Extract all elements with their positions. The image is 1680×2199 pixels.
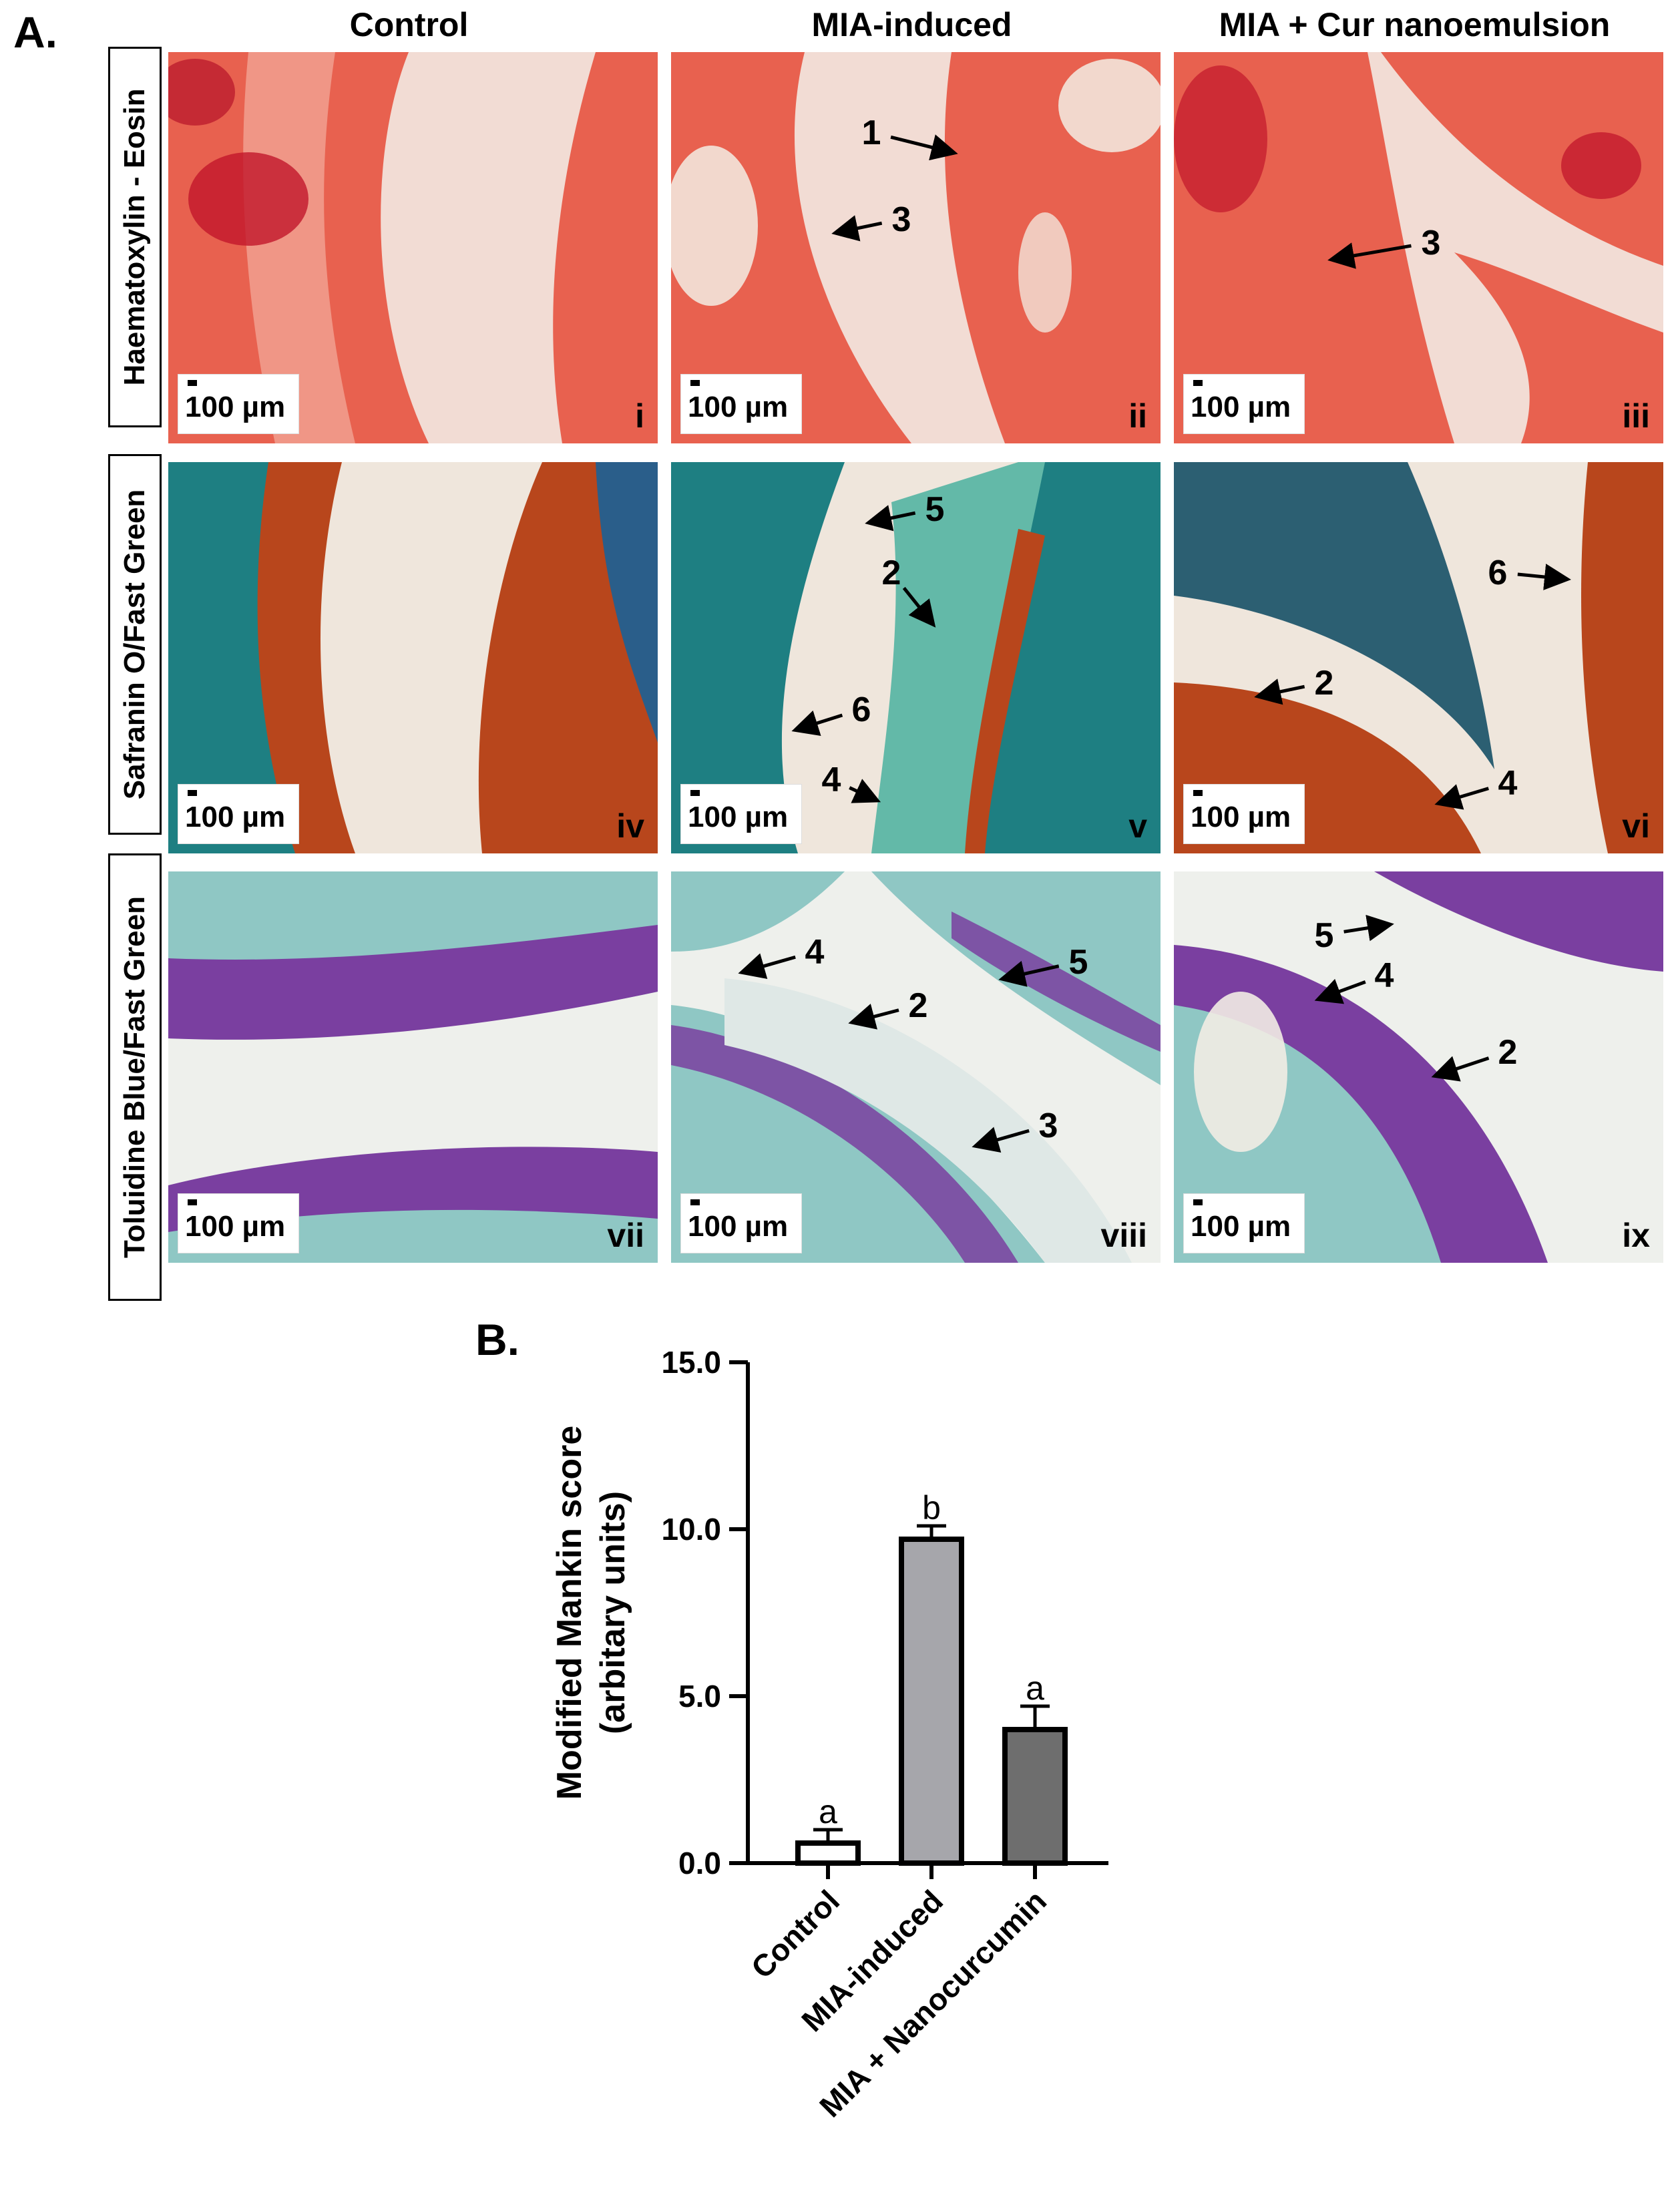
column-title-mia: MIA-induced bbox=[811, 6, 1012, 43]
micrograph-id: iv bbox=[616, 807, 644, 845]
row-label-safranin-text: Safranin O/Fast Green bbox=[118, 489, 151, 800]
micrograph-id: ii bbox=[1128, 397, 1147, 435]
micrograph-ii: 1 3 100 µm ii bbox=[671, 52, 1161, 443]
scale-bar bbox=[1193, 790, 1203, 796]
scale-bar-label: 100 µm bbox=[1191, 801, 1291, 833]
micrograph-i: 100 µm i bbox=[168, 52, 658, 443]
scale-bar bbox=[1193, 1199, 1203, 1205]
scale-bar bbox=[188, 790, 197, 796]
scale-bar-box: 100 µm bbox=[680, 374, 802, 434]
scale-bar-box: 100 µm bbox=[178, 374, 299, 434]
significance-label: a bbox=[819, 1793, 837, 1830]
scale-bar-box: 100 µm bbox=[680, 1193, 802, 1253]
y-tick-label: 15.0 bbox=[661, 1345, 721, 1380]
scale-bar-box: 100 µm bbox=[178, 784, 299, 844]
scale-bar-label: 100 µm bbox=[688, 1210, 789, 1243]
x-category-label: Control bbox=[745, 1883, 846, 1985]
scale-bar bbox=[690, 790, 700, 796]
micrograph-iv: 100 µm iv bbox=[168, 462, 658, 853]
micrograph-id: vi bbox=[1622, 807, 1650, 845]
scale-bar-label: 100 µm bbox=[185, 801, 286, 833]
micrograph-vi: 6 2 4 100 µm vi bbox=[1174, 462, 1663, 853]
y-axis-label: Modified Mankin score bbox=[550, 1426, 589, 1800]
micrograph-image bbox=[168, 462, 658, 853]
scale-bar-box: 100 µm bbox=[1183, 374, 1305, 434]
y-tick-label: 10.0 bbox=[661, 1512, 721, 1547]
column-title-control: Control bbox=[349, 6, 469, 43]
row-label-toluidine: Toluidine Blue/Fast Green bbox=[108, 853, 162, 1301]
scale-bar bbox=[690, 1199, 700, 1205]
bar bbox=[899, 1537, 964, 1866]
micrograph-vii: 100 µm vii bbox=[168, 871, 658, 1263]
scale-bar-label: 100 µm bbox=[185, 1210, 286, 1243]
scale-bar bbox=[1193, 380, 1203, 386]
scale-bar-box: 100 µm bbox=[1183, 784, 1305, 844]
micrograph-id: v bbox=[1128, 807, 1147, 845]
scale-bar-label: 100 µm bbox=[1191, 1210, 1291, 1243]
y-tick-label: 5.0 bbox=[678, 1679, 721, 1714]
y-tick-label: 0.0 bbox=[678, 1846, 721, 1880]
micrograph-viii: 4 5 2 3 100 µm viii bbox=[671, 871, 1161, 1263]
row-label-safranin: Safranin O/Fast Green bbox=[108, 454, 162, 835]
micrograph-ix: 5 4 2 100 µm ix bbox=[1174, 871, 1663, 1263]
panel-b-letter: B. bbox=[475, 1315, 519, 1364]
row-label-toluidine-text: Toluidine Blue/Fast Green bbox=[118, 896, 151, 1258]
panel-a-letter: A. bbox=[13, 7, 57, 57]
bar-chart: Modified Mankin score (arbitary units) 0.0… bbox=[550, 1345, 1108, 2124]
y-axis-label-units: (arbitary units) bbox=[594, 1491, 632, 1734]
micrograph-id: vii bbox=[607, 1217, 644, 1254]
scale-bar bbox=[188, 1199, 197, 1205]
significance-label: a bbox=[1026, 1669, 1044, 1707]
scale-bar-label: 100 µm bbox=[185, 391, 286, 423]
significance-label: b bbox=[922, 1489, 941, 1527]
scale-bar-label: 100 µm bbox=[688, 391, 789, 423]
scale-bar-box: 100 µm bbox=[1183, 1193, 1305, 1253]
scale-bar-box: 100 µm bbox=[680, 784, 802, 844]
micrograph-image bbox=[168, 871, 658, 1263]
micrograph-id: ix bbox=[1622, 1217, 1650, 1254]
scale-bar bbox=[188, 380, 197, 386]
micrograph-id: i bbox=[635, 397, 644, 435]
scale-bar-label: 100 µm bbox=[688, 801, 789, 833]
column-title-cur: MIA + Cur nanoemulsion bbox=[1219, 6, 1611, 43]
micrograph-id: iii bbox=[1622, 397, 1650, 435]
micrograph-id: viii bbox=[1100, 1217, 1147, 1254]
bar bbox=[795, 1840, 861, 1866]
scale-bar-box: 100 µm bbox=[178, 1193, 299, 1253]
row-label-he: Haematoxylin - Eosin bbox=[108, 47, 162, 427]
micrograph-v: 5 2 6 4 100 µm v bbox=[671, 462, 1161, 853]
micrograph-iii: 3 100 µm iii bbox=[1174, 52, 1663, 443]
bar bbox=[1002, 1727, 1068, 1866]
row-label-he-text: Haematoxylin - Eosin bbox=[118, 88, 151, 386]
scale-bar bbox=[690, 380, 700, 386]
scale-bar-label: 100 µm bbox=[1191, 391, 1291, 423]
